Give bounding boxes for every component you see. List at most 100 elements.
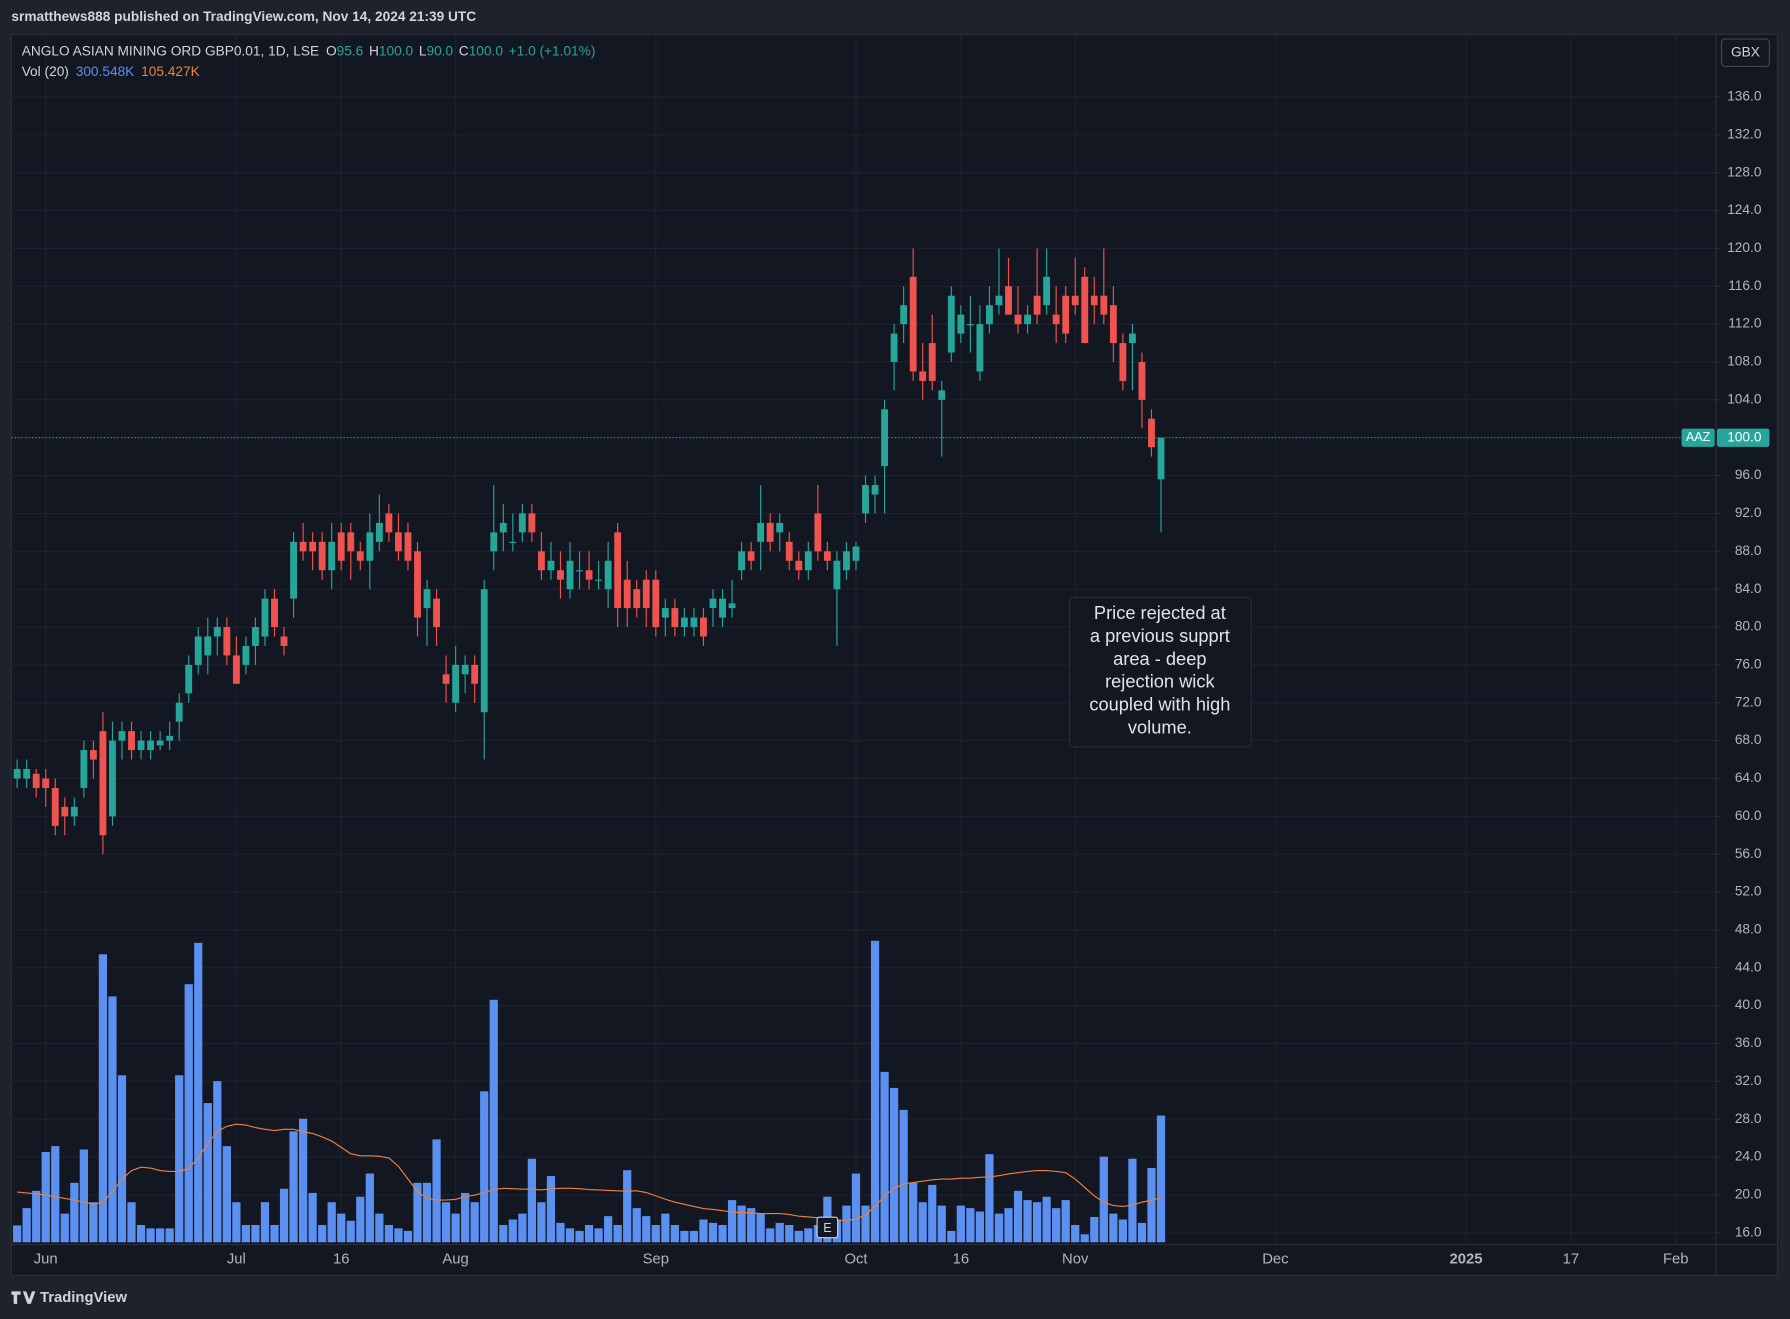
y-tick-label: 48.0	[1735, 922, 1762, 937]
volume-bar	[279, 1188, 289, 1243]
volume-bar	[670, 1224, 679, 1243]
volume-bar	[699, 1219, 708, 1243]
brand-logo	[11, 1291, 36, 1304]
candle-body	[909, 276, 917, 372]
candle-body	[89, 750, 97, 760]
candle-body	[175, 702, 183, 722]
candle-body	[814, 513, 822, 552]
volume-bar	[565, 1228, 575, 1243]
candle-body	[804, 551, 812, 571]
volume-bar	[527, 1158, 536, 1243]
candle-body	[1043, 276, 1051, 306]
currency-label[interactable]: GBX	[1731, 44, 1760, 59]
volume-bar	[642, 1216, 651, 1243]
volume-bar	[727, 1200, 737, 1243]
candle-body	[261, 598, 269, 637]
candle-body	[652, 579, 660, 628]
volume-bar	[441, 1202, 451, 1243]
volume-bar	[994, 1213, 1004, 1243]
volume-bar	[327, 1202, 336, 1243]
volume-bar	[975, 1211, 985, 1243]
y-tick-label: 128.0	[1727, 164, 1762, 179]
y-tick-label: 96.0	[1735, 467, 1762, 482]
y-tick-label: 92.0	[1735, 505, 1762, 520]
candle-body	[1071, 295, 1079, 306]
y-tick-label: 136.0	[1727, 89, 1762, 104]
candle-body	[709, 598, 717, 609]
volume-bar	[1147, 1168, 1156, 1243]
candle-body	[576, 570, 583, 572]
candle-body	[375, 522, 383, 542]
volume-bar	[1004, 1208, 1013, 1243]
candle-body	[537, 551, 545, 571]
y-tick-label: 88.0	[1735, 543, 1762, 558]
volume-bar	[194, 942, 203, 1243]
candle-body	[938, 390, 946, 400]
candle-body	[51, 787, 59, 826]
x-tick-label: Sep	[643, 1251, 669, 1267]
volume-bar	[851, 1173, 861, 1243]
candle-body	[585, 570, 593, 580]
volume-bar	[518, 1213, 527, 1243]
volume-bar	[1071, 1224, 1080, 1243]
candle-body	[1119, 343, 1127, 381]
volume-bar	[870, 940, 880, 1243]
volume-bar	[117, 1075, 127, 1243]
volume-bar	[127, 1202, 136, 1243]
candle-body	[490, 532, 498, 552]
candle-body	[137, 740, 145, 751]
y-tick-label: 44.0	[1735, 959, 1762, 974]
candle-body	[1062, 295, 1070, 334]
volume-bar	[1090, 1216, 1099, 1243]
y-tick-label: 40.0	[1735, 997, 1762, 1012]
candle-body	[480, 589, 488, 713]
candle-body	[471, 664, 479, 684]
volume-bar	[32, 1190, 41, 1243]
volume-bar	[689, 1230, 699, 1243]
volume-bar	[232, 1202, 241, 1243]
volume-bar	[41, 1152, 50, 1243]
y-tick-label: 60.0	[1735, 808, 1762, 823]
volume-bar	[318, 1224, 327, 1243]
currency-button[interactable]	[1720, 38, 1771, 68]
candle-body	[452, 664, 460, 703]
candle-body	[404, 532, 412, 561]
x-tick-label: 16	[953, 1251, 970, 1267]
candle-body	[642, 579, 650, 609]
volume-bar	[422, 1182, 432, 1243]
volume-bar	[1052, 1208, 1061, 1243]
volume-bar	[489, 999, 498, 1243]
y-tick-label: 76.0	[1735, 656, 1762, 671]
candle-body	[366, 532, 374, 561]
volume-bar	[79, 1149, 88, 1243]
y-tick-label: 124.0	[1727, 202, 1762, 217]
candle-body	[442, 674, 450, 684]
candle-body	[337, 532, 345, 561]
annotation-text: a previous supprt	[1090, 625, 1230, 646]
earnings-label: E	[823, 1221, 831, 1235]
volume-bar	[785, 1224, 794, 1243]
ohlc-letter: L	[419, 43, 427, 58]
volume-bar	[842, 1205, 851, 1243]
volume-bar	[337, 1213, 346, 1243]
volume-bar	[661, 1213, 670, 1243]
volume-bar	[51, 1146, 60, 1243]
volume-bar	[1032, 1202, 1042, 1243]
volume-bar	[136, 1224, 146, 1243]
volume-bar	[899, 1109, 908, 1243]
candle-body	[32, 773, 40, 788]
candle-body	[156, 740, 164, 746]
plot-layer: 16.0 20.0 24.0 28.0 32.0 36.0 40.0 44.0 48.0 52.0…	[11, 34, 1770, 1267]
volume-bar	[880, 1071, 889, 1243]
volume-name: Vol (20)	[22, 64, 69, 79]
volume-bar	[804, 1228, 813, 1243]
brand-name: TradingView	[40, 1290, 128, 1306]
volume-bar	[13, 1225, 22, 1243]
candle-body	[823, 551, 831, 561]
volume-bar	[461, 1192, 470, 1243]
volume-bar	[499, 1224, 508, 1243]
volume-bar	[480, 1091, 489, 1243]
candle-body	[1005, 286, 1012, 315]
volume-bar	[213, 1081, 222, 1243]
volume-bar	[1156, 1115, 1166, 1243]
